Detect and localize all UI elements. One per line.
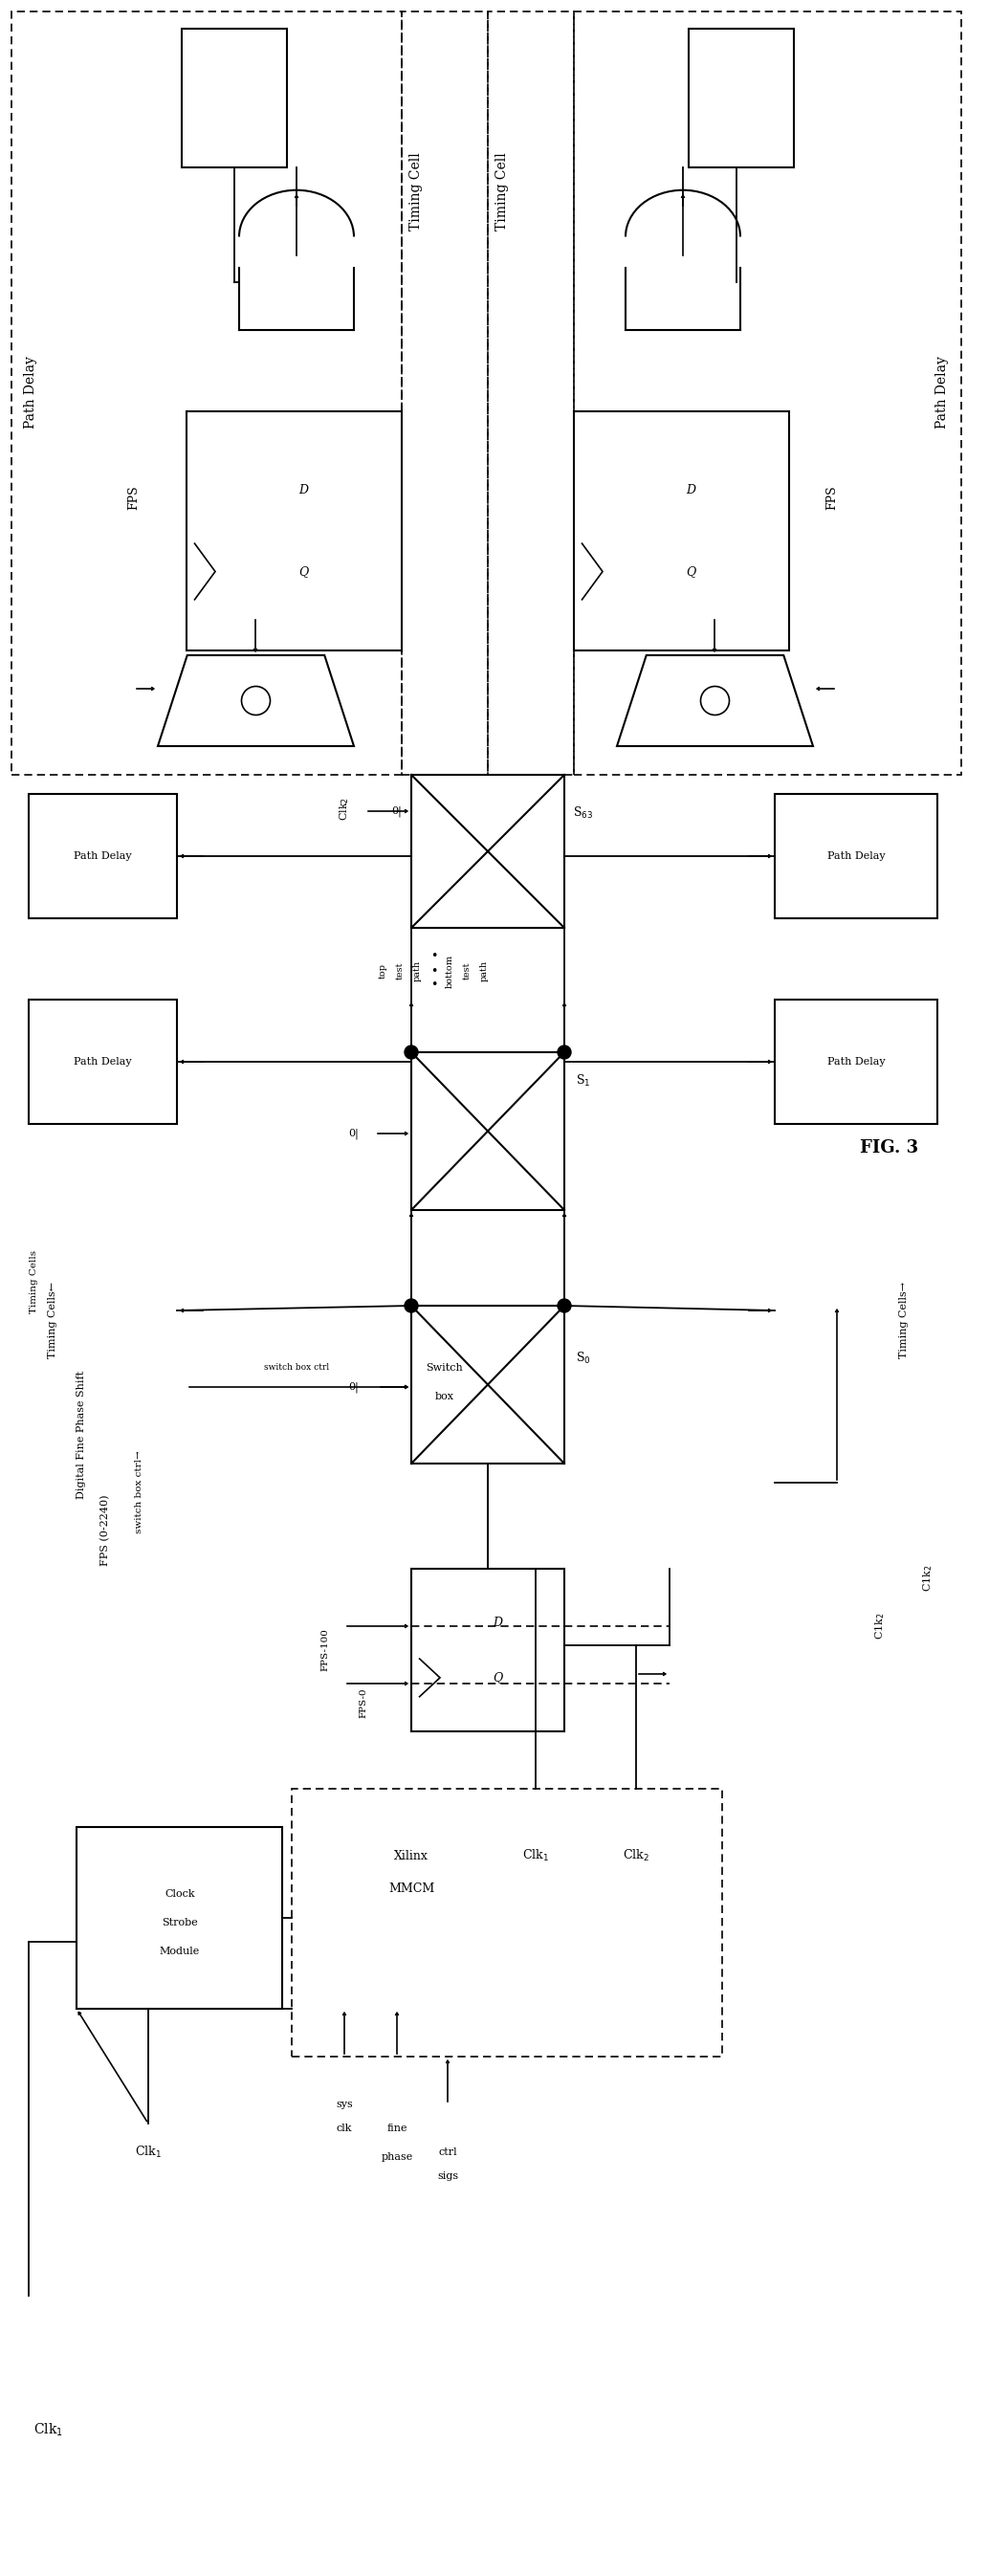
Text: C1k$_2$: C1k$_2$ (921, 1564, 935, 1592)
Text: FIG. 3: FIG. 3 (860, 1139, 919, 1157)
Text: clk: clk (336, 2123, 352, 2133)
Text: Digital Fine Phase Shift: Digital Fine Phase Shift (76, 1370, 86, 1499)
Text: bottom: bottom (445, 953, 454, 987)
Text: Path Delay: Path Delay (827, 850, 885, 860)
Bar (411, 1569, 565, 1731)
Bar (774, 999, 938, 1123)
Bar (411, 775, 565, 927)
Bar (29, 999, 177, 1123)
Text: Module: Module (159, 1947, 200, 1955)
Bar (411, 1306, 565, 1463)
Bar (411, 1051, 565, 1211)
Text: Timing Cell: Timing Cell (495, 152, 509, 229)
Bar (187, 412, 402, 652)
Text: Clk$_1$: Clk$_1$ (33, 2421, 62, 2437)
Text: D: D (299, 484, 309, 497)
Text: Q: Q (686, 564, 696, 577)
Bar (774, 793, 938, 917)
Text: Timing Cells←: Timing Cells← (47, 1283, 57, 1358)
Text: Clock: Clock (165, 1888, 195, 1899)
Bar (402, 10, 488, 775)
Text: box: box (435, 1391, 454, 1401)
Circle shape (558, 1046, 571, 1059)
Text: S$_{63}$: S$_{63}$ (574, 806, 593, 822)
Text: Timing Cells→: Timing Cells→ (899, 1283, 909, 1358)
Text: Q: Q (299, 564, 309, 577)
Text: test: test (396, 961, 405, 979)
Text: fine: fine (387, 2123, 407, 2133)
Circle shape (405, 1046, 418, 1059)
Text: Path Delay: Path Delay (936, 355, 948, 428)
Text: sys: sys (336, 2099, 353, 2110)
Text: Clk$_1$: Clk$_1$ (522, 1847, 549, 1862)
Text: Strobe: Strobe (162, 1919, 198, 1927)
Text: Switch: Switch (426, 1363, 463, 1373)
Bar (12, 10, 402, 775)
Bar (574, 10, 961, 775)
Text: Timing Cells: Timing Cells (29, 1249, 38, 1314)
Text: FPS (0-2240): FPS (0-2240) (100, 1494, 110, 1566)
Text: path: path (412, 961, 421, 981)
Text: MMCM: MMCM (389, 1883, 434, 1896)
Text: S$_1$: S$_1$ (576, 1074, 590, 1090)
Bar (574, 412, 789, 652)
Text: •: • (431, 979, 438, 992)
Text: switch box ctrl→: switch box ctrl→ (135, 1450, 143, 1533)
Text: Path Delay: Path Delay (73, 1056, 132, 1066)
Text: ctrl: ctrl (438, 2148, 457, 2156)
Text: FPS-0: FPS-0 (359, 1687, 368, 1718)
Text: Clk$_1$: Clk$_1$ (135, 2146, 161, 2159)
Text: Path Delay: Path Delay (24, 355, 38, 428)
Text: 0|: 0| (349, 1128, 359, 1139)
Text: FPS: FPS (826, 484, 839, 510)
Bar (182, 28, 287, 167)
Text: Q: Q (493, 1672, 502, 1685)
Text: 0|: 0| (349, 1381, 359, 1394)
Text: •: • (431, 963, 438, 976)
Text: sigs: sigs (437, 2172, 458, 2182)
Text: •: • (431, 951, 438, 963)
Bar (488, 10, 574, 775)
Circle shape (558, 1298, 571, 1311)
Bar (76, 1826, 282, 2009)
Text: Xilinx: Xilinx (395, 1850, 428, 1862)
Text: FPS-100: FPS-100 (320, 1628, 329, 1672)
Text: Clk$_2$: Clk$_2$ (623, 1847, 650, 1862)
Text: path: path (480, 961, 489, 981)
Bar (688, 28, 794, 167)
Text: Clk$_2$: Clk$_2$ (337, 796, 351, 819)
Text: Path Delay: Path Delay (73, 850, 132, 860)
Circle shape (405, 1298, 418, 1311)
Text: 0|: 0| (392, 806, 403, 817)
Text: test: test (463, 961, 471, 979)
Text: Timing Cell: Timing Cell (409, 152, 422, 229)
Text: top: top (378, 963, 387, 979)
Text: Path Delay: Path Delay (827, 1056, 885, 1066)
Text: FPS: FPS (128, 484, 140, 510)
Text: C1k$_2$: C1k$_2$ (873, 1613, 886, 1641)
Bar (29, 793, 177, 917)
Text: phase: phase (381, 2151, 412, 2161)
Text: D: D (686, 484, 696, 497)
Text: switch box ctrl: switch box ctrl (264, 1363, 329, 1373)
Text: S$_0$: S$_0$ (576, 1350, 591, 1365)
Bar (292, 1788, 722, 2056)
Text: D: D (493, 1615, 502, 1628)
